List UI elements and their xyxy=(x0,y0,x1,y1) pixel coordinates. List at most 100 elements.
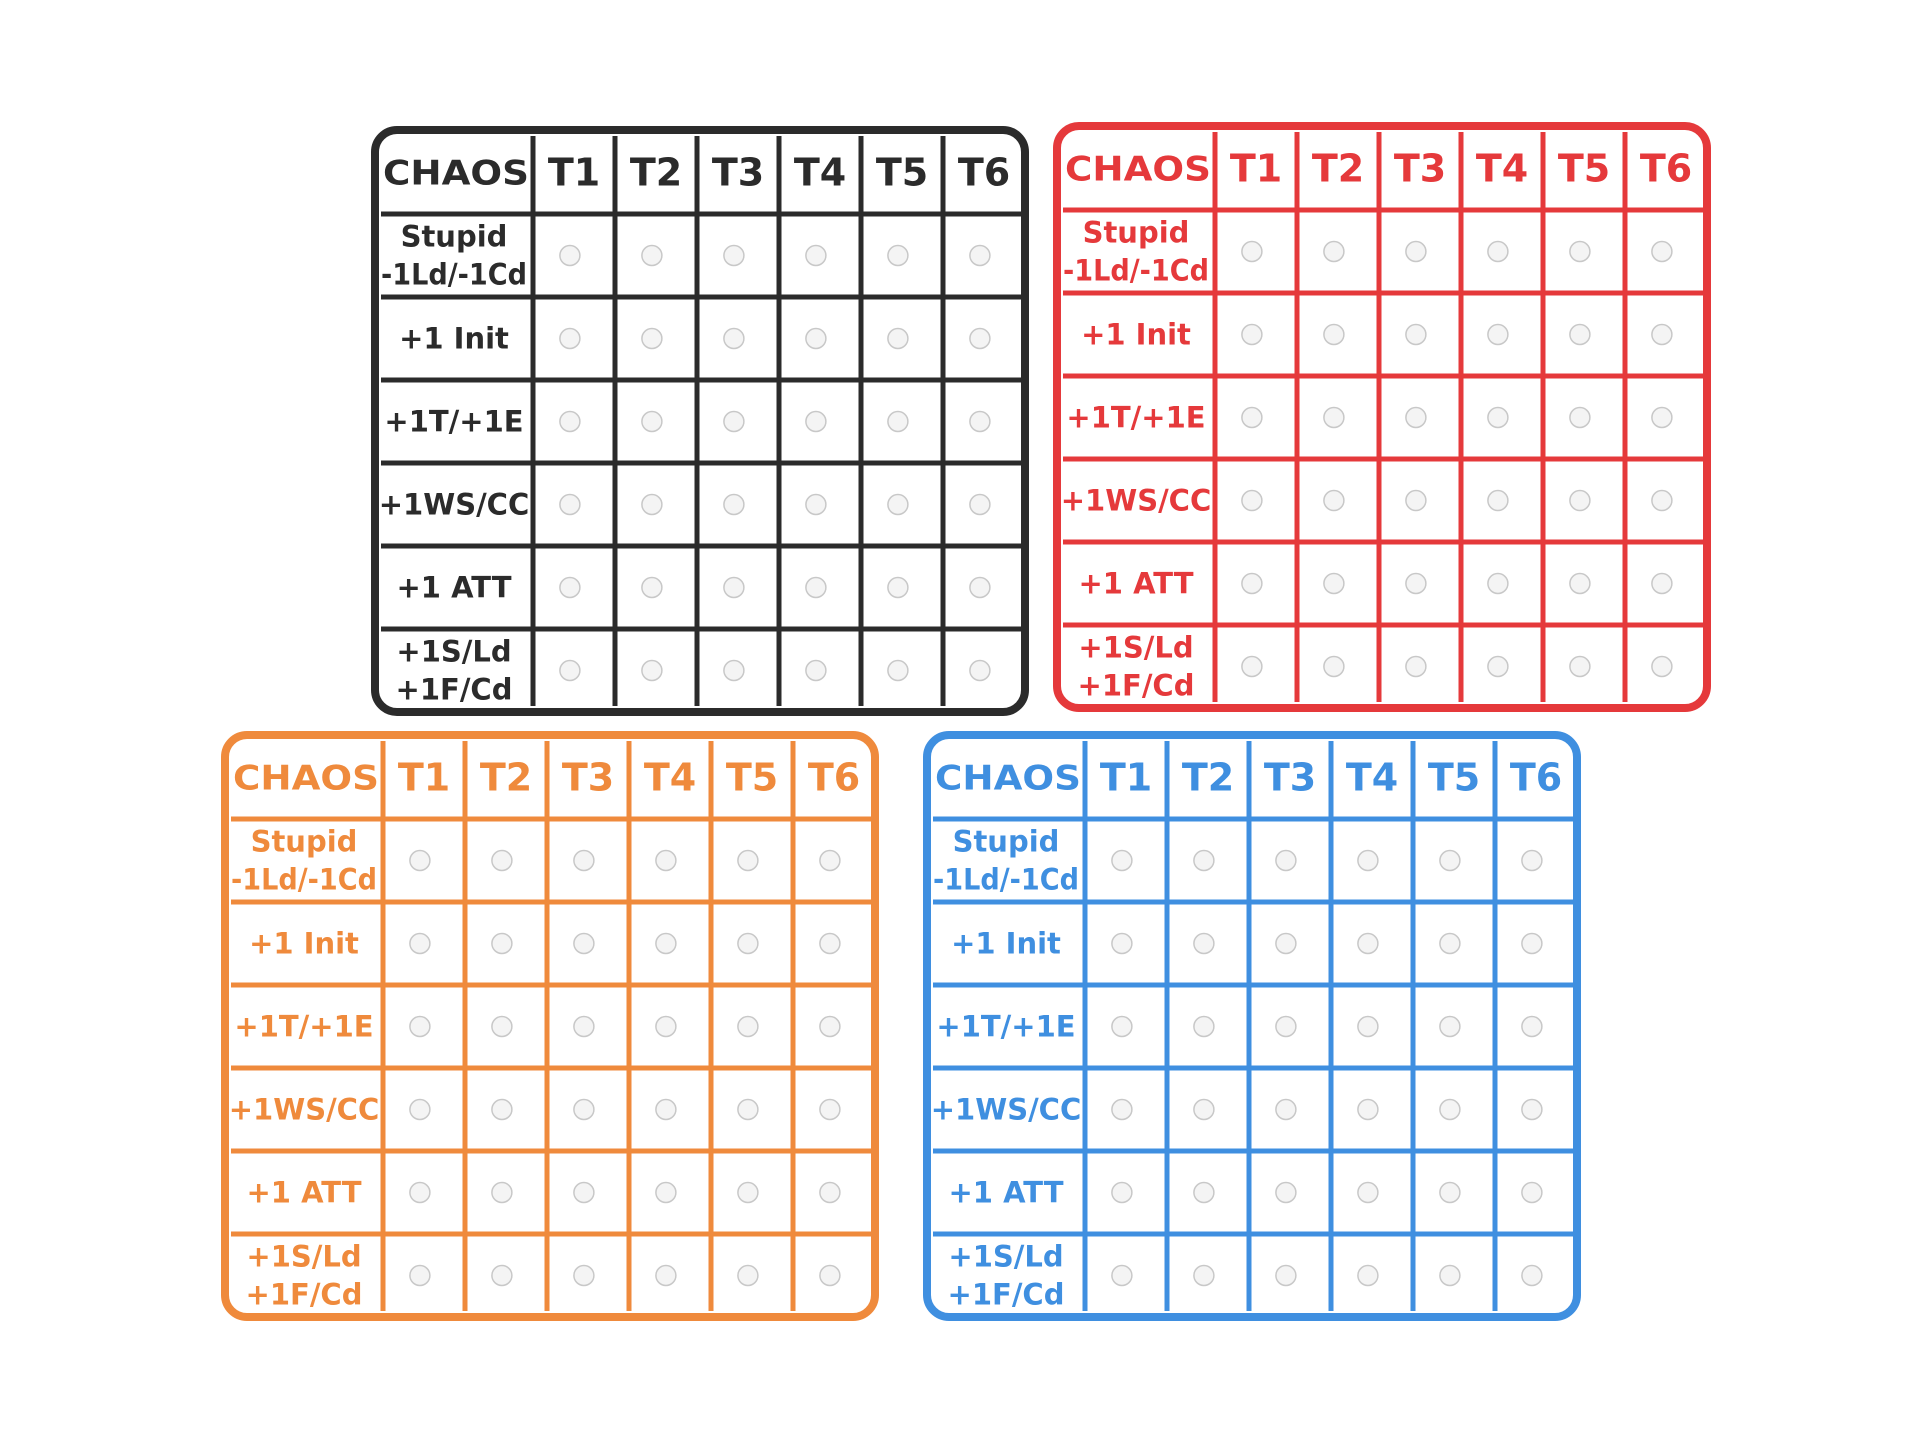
peg-hole xyxy=(1651,406,1673,429)
row-label: +1 ATT xyxy=(1079,567,1194,601)
peg-hole xyxy=(969,659,991,682)
peg-hole xyxy=(1487,572,1509,595)
header-label: T1 xyxy=(1100,756,1152,800)
peg-hole xyxy=(887,327,909,350)
peg-hole xyxy=(641,659,663,682)
peg-hole xyxy=(1241,489,1263,512)
header-label: T5 xyxy=(726,756,778,800)
peg-hole xyxy=(559,576,581,599)
peg-hole xyxy=(969,493,991,516)
peg-hole xyxy=(737,1015,759,1038)
row-label: +1F/Cd xyxy=(948,1278,1065,1312)
peg-hole xyxy=(1521,1264,1543,1287)
peg-hole xyxy=(1651,240,1673,263)
row-label: +1T/+1E xyxy=(234,1010,373,1044)
peg-hole xyxy=(641,244,663,267)
header-label: T4 xyxy=(1346,756,1398,800)
peg-hole xyxy=(655,1264,677,1287)
peg-hole xyxy=(1275,849,1297,872)
peg-hole xyxy=(723,659,745,682)
header-label: T2 xyxy=(480,756,532,800)
peg-hole xyxy=(1405,240,1427,263)
peg-hole xyxy=(1275,932,1297,955)
peg-hole xyxy=(1487,489,1509,512)
row-label: -1Ld/-1Cd xyxy=(933,863,1079,897)
peg-hole xyxy=(805,493,827,516)
peg-hole xyxy=(1651,489,1673,512)
peg-hole xyxy=(491,1264,513,1287)
peg-hole xyxy=(573,1015,595,1038)
header-label: T5 xyxy=(876,151,928,195)
peg-hole xyxy=(641,493,663,516)
peg-hole xyxy=(559,327,581,350)
peg-hole xyxy=(969,576,991,599)
peg-hole xyxy=(805,576,827,599)
peg-hole xyxy=(655,932,677,955)
peg-hole xyxy=(1569,323,1591,346)
row-label: -1Ld/-1Cd xyxy=(231,863,377,897)
peg-hole xyxy=(559,410,581,433)
peg-hole xyxy=(655,1098,677,1121)
peg-hole xyxy=(1487,323,1509,346)
peg-hole xyxy=(1323,406,1345,429)
peg-hole xyxy=(1111,1098,1133,1121)
peg-hole xyxy=(1323,655,1345,678)
peg-hole xyxy=(969,410,991,433)
header-label: T6 xyxy=(1640,147,1692,191)
peg-hole xyxy=(1569,572,1591,595)
peg-hole xyxy=(1439,1015,1461,1038)
row-label: -1Ld/-1Cd xyxy=(1063,254,1209,288)
peg-hole xyxy=(819,1264,841,1287)
peg-hole xyxy=(887,659,909,682)
header-label: T4 xyxy=(644,756,696,800)
peg-hole xyxy=(491,1181,513,1204)
peg-hole xyxy=(559,244,581,267)
peg-hole xyxy=(737,932,759,955)
peg-hole xyxy=(491,932,513,955)
row-label: +1F/Cd xyxy=(1078,669,1195,703)
peg-hole xyxy=(409,849,431,872)
peg-hole xyxy=(641,327,663,350)
peg-hole xyxy=(655,1181,677,1204)
peg-hole xyxy=(1241,655,1263,678)
peg-hole xyxy=(887,493,909,516)
peg-hole xyxy=(1241,240,1263,263)
header-label: T2 xyxy=(1312,147,1364,191)
peg-hole xyxy=(573,1181,595,1204)
row-label: +1T/+1E xyxy=(1066,401,1205,435)
row-label: -1Ld/-1Cd xyxy=(381,258,527,292)
row-label: +1S/Ld xyxy=(1078,631,1193,665)
peg-hole xyxy=(1111,1264,1133,1287)
peg-hole xyxy=(1241,406,1263,429)
row-label: +1F/Cd xyxy=(396,673,513,707)
peg-hole xyxy=(723,327,745,350)
peg-hole xyxy=(1405,406,1427,429)
row-label: Stupid xyxy=(251,825,358,859)
peg-hole xyxy=(655,1015,677,1038)
peg-hole xyxy=(655,849,677,872)
peg-hole xyxy=(573,932,595,955)
peg-hole xyxy=(969,327,991,350)
header-label: T3 xyxy=(562,756,614,800)
peg-hole xyxy=(737,1181,759,1204)
peg-hole xyxy=(1275,1015,1297,1038)
tracker-card: CHAOS T1 T2 T3 T4 T5 T6 Stupid -1Ld/-1Cd +1 Init +… xyxy=(221,731,879,1321)
peg-hole xyxy=(887,576,909,599)
peg-hole xyxy=(1439,1098,1461,1121)
peg-hole xyxy=(1405,489,1427,512)
row-label: +1T/+1E xyxy=(384,405,523,439)
peg-hole xyxy=(1111,1015,1133,1038)
header-label: T5 xyxy=(1428,756,1480,800)
peg-hole xyxy=(1521,1098,1543,1121)
peg-hole xyxy=(1275,1264,1297,1287)
header-label: CHAOS xyxy=(383,154,529,194)
peg-hole xyxy=(491,849,513,872)
header-label: T1 xyxy=(548,151,600,195)
peg-hole xyxy=(1521,1181,1543,1204)
peg-hole xyxy=(491,1098,513,1121)
peg-hole xyxy=(1193,932,1215,955)
peg-hole xyxy=(969,244,991,267)
header-label: CHAOS xyxy=(935,759,1081,799)
